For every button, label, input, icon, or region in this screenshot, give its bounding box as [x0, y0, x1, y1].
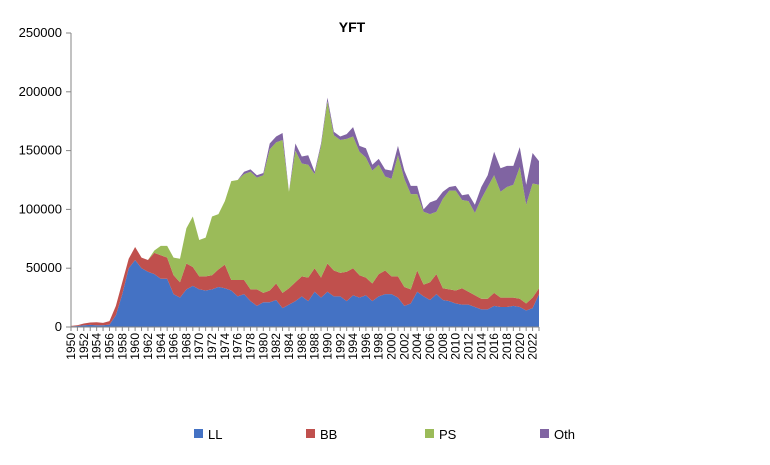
legend-swatch-ll [194, 429, 203, 438]
x-tick-label: 1952 [77, 333, 91, 360]
x-tick-label: 2010 [449, 333, 463, 360]
axes: 0500001000001500002000002500001950195219… [19, 25, 540, 360]
x-tick-label: 1962 [141, 333, 155, 360]
x-tick-label: 2016 [487, 333, 501, 360]
y-tick-label: 50000 [26, 260, 62, 275]
x-tick-label: 1966 [167, 333, 181, 360]
x-tick-label: 2006 [423, 333, 437, 360]
y-tick-label: 200000 [19, 84, 62, 99]
x-tick-label: 1954 [90, 333, 104, 360]
x-tick-label: 1980 [256, 333, 270, 360]
x-tick-label: 1996 [359, 333, 373, 360]
x-tick-label: 1978 [244, 333, 258, 360]
x-tick-label: 2004 [410, 333, 424, 360]
plot-area [71, 97, 539, 327]
x-tick-label: 2014 [474, 333, 488, 360]
x-tick-label: 1968 [179, 333, 193, 360]
legend-label-oth: Oth [554, 427, 575, 442]
series-area-bb [71, 247, 539, 327]
x-tick-label: 1992 [333, 333, 347, 360]
x-tick-label: 1950 [64, 333, 78, 360]
legend-swatch-ps [425, 429, 434, 438]
x-tick-label: 1956 [102, 333, 116, 360]
x-tick-label: 1988 [308, 333, 322, 360]
x-tick-label: 1970 [192, 333, 206, 360]
legend-swatch-bb [306, 429, 315, 438]
x-tick-label: 1974 [218, 333, 232, 360]
x-tick-label: 1986 [295, 333, 309, 360]
x-tick-label: 1982 [269, 333, 283, 360]
x-tick-label: 2020 [513, 333, 527, 360]
chart-title: YFT [339, 19, 366, 35]
x-tick-label: 2012 [461, 333, 475, 360]
x-tick-label: 1984 [282, 333, 296, 360]
legend: LL BB PS Oth [194, 427, 575, 442]
legend-label-ps: PS [439, 427, 457, 442]
x-tick-label: 2018 [500, 333, 514, 360]
x-tick-label: 1960 [128, 333, 142, 360]
x-tick-label: 1976 [231, 333, 245, 360]
series-area-ll [71, 259, 539, 327]
x-tick-label: 1994 [346, 333, 360, 360]
legend-swatch-oth [540, 429, 549, 438]
x-tick-label: 1958 [115, 333, 129, 360]
y-tick-label: 0 [55, 319, 62, 334]
legend-label-ll: LL [208, 427, 222, 442]
y-tick-label: 150000 [19, 143, 62, 158]
y-tick-label: 250000 [19, 25, 62, 40]
x-tick-label: 2008 [436, 333, 450, 360]
x-tick-label: 1972 [205, 333, 219, 360]
x-tick-label: 1990 [320, 333, 334, 360]
series-area-ps [71, 101, 539, 326]
x-tick-label: 2000 [385, 333, 399, 360]
y-tick-label: 100000 [19, 201, 62, 216]
x-tick-label: 1964 [154, 333, 168, 360]
x-tick-label: 2002 [397, 333, 411, 360]
legend-label-bb: BB [320, 427, 337, 442]
x-tick-label: 2022 [526, 333, 540, 360]
x-tick-label: 1998 [372, 333, 386, 360]
